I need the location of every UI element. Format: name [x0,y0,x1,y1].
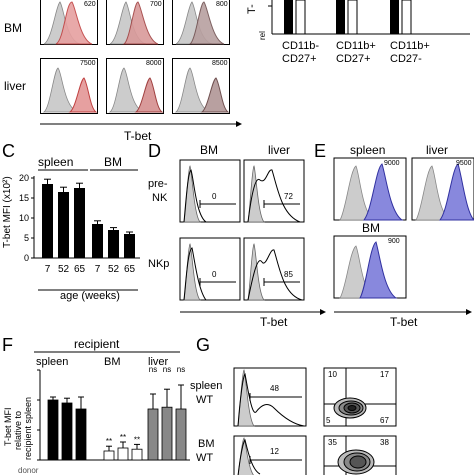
bar [124,234,135,258]
y-tick-label: 5 [24,233,29,243]
gate-value-pre-liver: 72 [284,192,293,201]
gate-value-pre-bm: 0 [212,192,217,201]
quadrant-2-top-right: 38 [380,438,389,447]
category-2-line-1: CD11b+ [336,40,376,52]
quadrant-1-top-left: 10 [328,370,337,379]
recipient-label: recipient [74,337,120,351]
group-label-spleen: spleen [36,356,69,368]
y-tick-label: 0 [24,253,29,263]
liver-value-2: 8000 [146,60,162,67]
category-2-line-2: CD27+ [336,53,371,65]
category-3-line-2: CD27- [390,53,422,65]
category-1-line-1: CD11b- [282,40,320,52]
significance-stars: ** [120,433,126,442]
chart-c: 0 5 10 15 20 7 52 65 7 52 65 [19,169,140,291]
row-label-bm: BM [198,438,215,450]
significance-stars: ** [134,435,140,444]
category-1-line-2: CD27+ [282,53,317,65]
panel-letter-e: E [314,141,327,161]
mfi-value-liver: 9500 [456,160,472,167]
ns-label: ns [177,365,185,374]
chart-f: ** ** **ns ns ns [37,365,190,461]
x-axis-label: T-bet [260,315,288,329]
histogram-box [40,58,98,114]
x-tick-label: 52 [58,264,70,275]
group-label-bm: BM [104,155,122,169]
ns-label: ns [149,365,157,374]
row-label-wt-1: WT [196,394,214,406]
bm-value-3: 800 [216,1,228,8]
x-tick-label: 65 [124,264,136,275]
liver-value-3: 8500 [212,60,228,67]
group-label-liver: liver [148,356,169,368]
row-label-pre: pre- [148,178,168,190]
x-axis-label: age (weeks) [60,290,120,302]
panel-letter-d: D [148,141,161,161]
ns-label: ns [163,365,171,374]
panel-b-bars [268,0,470,35]
category-3-line-1: CD11b+ [390,40,430,52]
row-label-nk: NK [152,192,168,204]
recipient-bracket [34,351,180,353]
panel-letter-c: C [2,141,15,161]
mfi-value-bm: 900 [388,238,400,245]
histogram-box [106,58,164,114]
gate-value-2: 12 [270,447,279,456]
panel-e-histograms [333,157,474,315]
bar [42,184,53,258]
y-tick-label: 20 [19,173,29,183]
row-label-liver: liver [4,79,27,93]
significance-stars: ** [106,437,112,446]
histogram-box [172,58,230,114]
bm-value-1: 620 [84,1,96,8]
column-label-liver: liver [426,143,449,157]
group-label-spleen: spleen [38,155,74,169]
quadrant-2-top-left: 35 [328,438,337,447]
mfi-value-spleen: 9000 [384,160,400,167]
gate-value-nkp-liver: 85 [284,270,293,279]
x-tick-label: 7 [95,264,101,275]
column-label-spleen: spleen [350,143,386,157]
row-label-wt-2: WT [196,452,214,464]
bar [74,188,85,258]
bar [58,192,69,258]
bar [92,224,103,258]
panel-d-histograms [179,159,326,315]
column-label-bm: BM [200,143,218,157]
x-axis-label: T-bet [124,129,152,143]
row-label-bm: BM [362,221,380,235]
x-axis-label: T-bet [390,315,418,329]
group-label-bm: BM [104,356,121,368]
x-axis-cut-label: donor [18,466,39,475]
gate-value-1: 48 [270,384,279,393]
row-label-spleen: spleen [190,380,223,392]
quadrant-1-bottom-right: 67 [380,416,389,425]
x-tick-label: 52 [108,264,120,275]
quadrant-1-top-right: 17 [380,370,389,379]
y-tick-label: 15 [19,193,29,203]
gate-value-nkp-bm: 0 [212,270,217,279]
bar [108,230,119,258]
x-tick-label: 65 [74,264,86,275]
panel-letter-g: G [196,335,211,355]
bm-histograms [43,1,225,45]
row-label-nkp: NKp [148,258,170,270]
bm-value-2: 700 [150,1,162,8]
y-tick-label: 10 [19,213,29,223]
column-label-liver: liver [268,143,291,157]
quadrant-1-bottom-left: 5 [326,416,331,425]
x-tick-label: 7 [45,264,51,275]
row-label-bm: BM [4,21,22,35]
liver-value-1: 7500 [80,60,96,67]
liver-histograms [40,67,242,127]
panel-letter-f: F [2,335,13,355]
